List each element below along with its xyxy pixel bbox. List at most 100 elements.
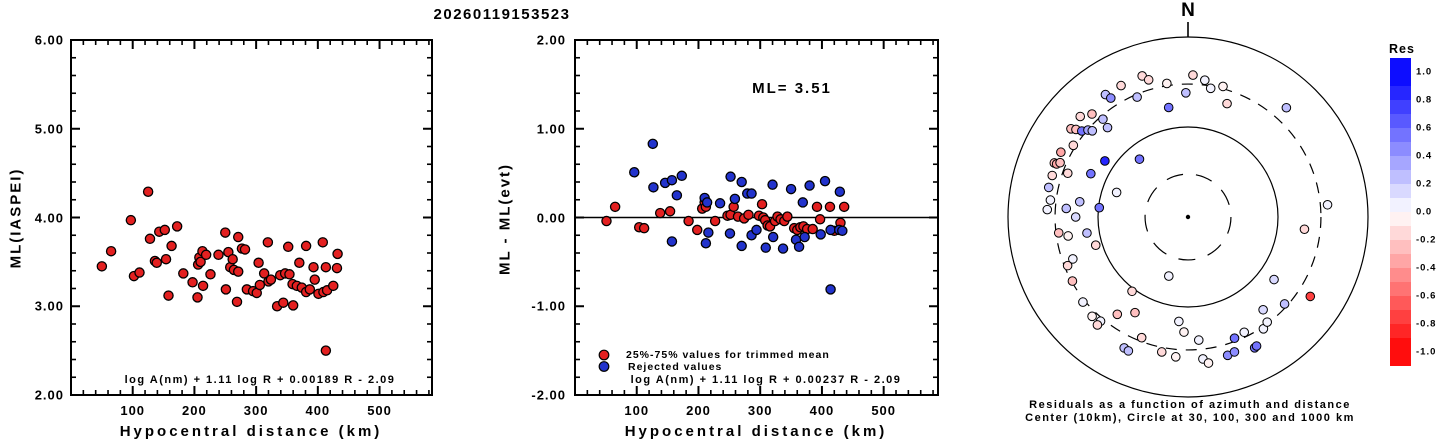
polar-residual-point (1045, 195, 1056, 205)
colorbar-block (1390, 156, 1411, 170)
station-magnitude-point (282, 241, 294, 253)
distance-ring-300km (1054, 83, 1322, 351)
station-magnitude-point (294, 257, 305, 269)
colorbar-tick-label: -0.4 (1416, 262, 1437, 274)
colorbar-block (1390, 184, 1411, 198)
rejected-residual-point (725, 171, 736, 182)
station-magnitude-point (320, 345, 332, 356)
station-magnitude-point (328, 280, 339, 292)
rejected-residual-point (797, 197, 809, 208)
polar-residual-point (1170, 352, 1181, 362)
polar-residual-point (1090, 240, 1101, 251)
station-magnitude-point (142, 186, 154, 198)
polar-residual-point (1299, 224, 1310, 235)
polar-residual-point (1061, 203, 1072, 214)
colorbar-tick-label: -1.0 (1416, 346, 1437, 358)
station-magnitude-point (105, 245, 117, 257)
polar-residual-point (1181, 87, 1191, 98)
station-magnitude-point (205, 269, 216, 280)
panel1-x-tick-label: 200 (182, 403, 207, 418)
polar-residual-point (1053, 228, 1064, 238)
panel2-y-tick-label: -2.00 (531, 387, 566, 403)
station-magnitude-point (163, 290, 174, 301)
polar-residual-point (1203, 358, 1214, 368)
polar-residual-point (1143, 75, 1154, 85)
rejected-residual-point (785, 183, 797, 195)
polar-residual-point (1074, 196, 1085, 207)
panel2-scale-formula: log A(nm) + 1.11 log R + 0.00237 R - 2.0… (630, 374, 902, 386)
rejected-residual-point (819, 175, 831, 187)
polar-residual-point (1162, 78, 1172, 89)
rejected-residual-point (837, 225, 848, 237)
station-magnitude-point (187, 277, 198, 288)
station-magnitude-point (213, 249, 224, 261)
polar-residual-point (1322, 199, 1333, 210)
used-residual-point (638, 222, 650, 234)
polar-residual-point (1258, 304, 1268, 315)
polar-residual-point (1251, 341, 1262, 351)
station-magnitude-point (227, 253, 238, 265)
used-residual-point (807, 223, 818, 235)
polar-residual-point (1102, 122, 1113, 133)
panel1-x-tick-label: 100 (120, 403, 146, 418)
polar-residual-point (1279, 299, 1290, 309)
panel2-x-tick-label: 300 (747, 403, 773, 418)
colorbar-tick-label: 0.2 (1416, 178, 1433, 190)
colorbar-block (1390, 296, 1411, 310)
colorbar-block (1390, 254, 1411, 268)
station-magnitude-point (125, 214, 137, 226)
distance-ring-30km (1144, 173, 1232, 261)
polar-residual-point (1078, 297, 1088, 307)
panel1-x-tick-label: 300 (243, 403, 269, 418)
colorbar-block (1390, 310, 1411, 324)
polar-residual-point (1047, 170, 1058, 181)
figure-title: 20260119153523 (433, 6, 571, 23)
polar-residual-point (1218, 81, 1228, 92)
station-magnitude-point (262, 237, 274, 248)
rejected-residual-point (703, 227, 714, 238)
used-residual-point (743, 209, 754, 221)
used-residual-point (609, 201, 621, 213)
used-residual-point (654, 207, 666, 219)
polar-residual-point (1116, 80, 1126, 91)
rejected-residual-point (736, 240, 747, 252)
station-magnitude-point (308, 261, 319, 273)
polar-residual-point (1056, 147, 1066, 158)
used-residual-point (824, 201, 836, 213)
rejected-residual-point (671, 190, 683, 201)
colorbar-tick-label: 0.4 (1416, 150, 1433, 162)
rejected-residual-point (676, 170, 688, 182)
colorbar-block (1390, 128, 1411, 142)
panel2-x-tick-label: 500 (871, 403, 897, 418)
station-magnitude-point (166, 240, 177, 252)
used-residual-point (814, 214, 826, 225)
polar-residual-point (1156, 347, 1167, 357)
colorbar-tick-label: -0.2 (1416, 234, 1437, 246)
polar-residual-point (1262, 317, 1273, 327)
station-magnitude-point (171, 221, 183, 232)
polar-caption-line1: Residuals as a function of azimuth and d… (1029, 399, 1351, 411)
polar-residual-point (1193, 335, 1204, 345)
panel1-y-tick-label: 6.00 (34, 32, 64, 48)
polar-residual-point (1087, 109, 1097, 119)
station-magnitude-point (220, 284, 232, 295)
polar-residual-point (1098, 114, 1108, 124)
polar-residual-point (1136, 332, 1147, 343)
station-magnitude-point (304, 284, 316, 295)
colorbar-tick-label: -0.8 (1416, 318, 1437, 330)
rejected-residual-point (700, 237, 712, 249)
polar-residual-point (1105, 93, 1116, 103)
used-residual-point (838, 201, 850, 213)
used-residual-point (756, 198, 768, 210)
polar-residual-point (1063, 231, 1073, 241)
station-magnitude-point (232, 231, 244, 243)
polar-residual-point (1123, 346, 1134, 356)
rejected-residual-point (751, 224, 762, 236)
rejected-residual-point (799, 231, 810, 243)
distance-ring-100km (1097, 126, 1279, 308)
station-magnitude-point (287, 300, 299, 311)
polar-residual-point (1068, 254, 1078, 264)
colorbar-block (1390, 324, 1411, 338)
rejected-residual-point (777, 243, 789, 254)
